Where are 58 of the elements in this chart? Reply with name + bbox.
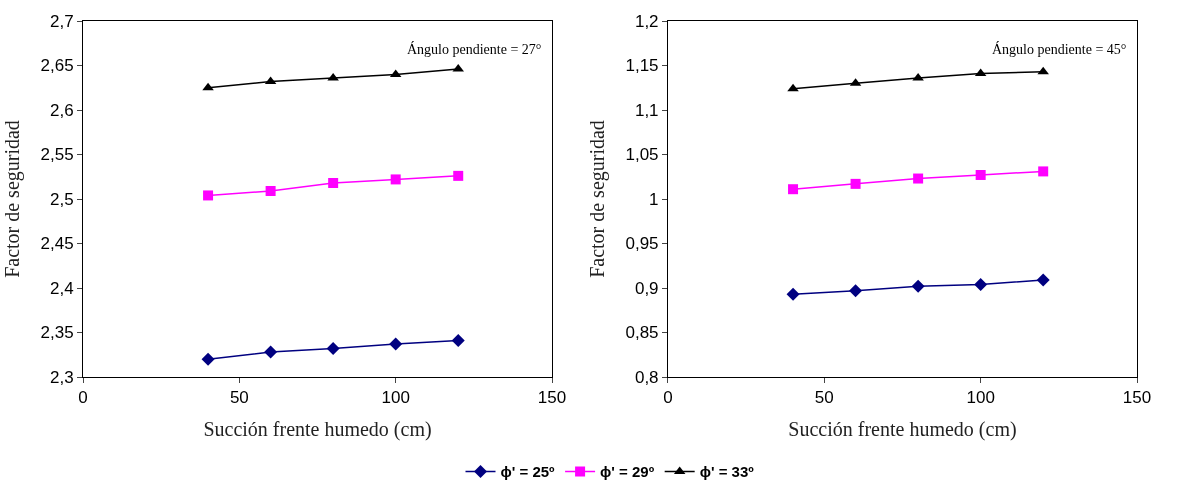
y-tick-label: 2,35 [40,323,74,343]
y-tick-label: 0,85 [625,323,659,343]
point [974,277,988,291]
x-tick-label: 50 [814,388,834,408]
point [786,287,800,301]
annotation: Ángulo pendiente = 45° [992,41,1127,57]
y-tick-label: 2,65 [40,56,74,76]
legend-label: ϕ' = 33º [699,463,755,481]
x-axis-title: Succión frente humedo (cm) [788,417,1017,441]
point [975,169,986,180]
point [788,184,799,195]
point [326,342,340,356]
y-tick-label: 1,1 [634,100,659,120]
y-tick-label: 2,3 [49,367,74,387]
point [201,352,215,366]
legend-label: ϕ' = 29º [600,463,655,481]
x-tick-label: 0 [663,388,673,408]
point [390,174,401,185]
x-axis-title: Succión frente humedo (cm) [203,417,432,441]
y-axis-title: Factor de seguridad [1,120,25,278]
y-tick-label: 2,4 [49,278,74,298]
y-tick-label: 0,8 [634,367,659,387]
point [265,185,276,196]
legend-label: ϕ' = 25º [500,463,556,481]
y-tick-label: 1,15 [625,56,659,76]
y-axis-title: Factor de seguridad [585,120,609,278]
y-tick-label: 1,2 [634,11,659,31]
y-tick-label: 2,7 [49,11,74,31]
point [1037,66,1049,75]
y-tick-label: 2,45 [40,234,74,254]
point [389,337,403,351]
point [202,82,214,91]
x-tick-label: 50 [229,388,249,408]
annotation: Ángulo pendiente = 27° [407,41,542,57]
point [911,279,925,293]
point [913,173,924,184]
y-tick-label: 1,05 [625,145,659,165]
point [328,177,339,188]
point [850,178,861,189]
point [1038,166,1049,177]
point [787,83,799,92]
point [264,345,278,359]
point [451,334,465,348]
x-tick-label: 150 [537,388,567,408]
y-tick-label: 0,95 [625,234,659,254]
y-tick-label: 1 [649,189,659,209]
y-tick-label: 2,5 [49,189,74,209]
y-tick-label: 2,6 [49,100,74,120]
point [849,284,863,298]
x-tick-label: 0 [78,388,88,408]
x-tick-label: 100 [966,388,995,408]
x-tick-label: 150 [1122,388,1152,408]
x-tick-label: 100 [381,388,410,408]
y-tick-label: 2,55 [40,145,74,165]
point [453,170,464,181]
point [1036,273,1050,287]
point [203,190,214,201]
y-tick-label: 0,9 [634,278,659,298]
